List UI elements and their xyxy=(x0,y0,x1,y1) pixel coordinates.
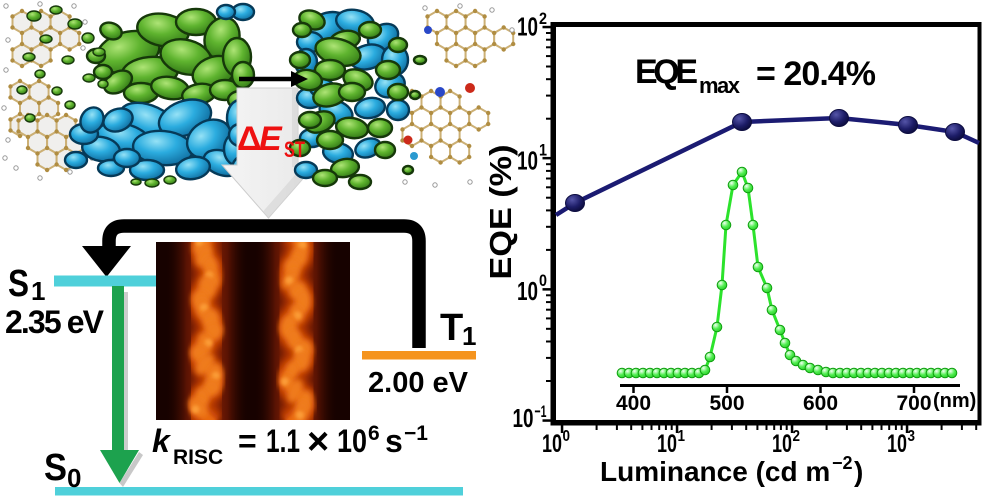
svg-text:): ) xyxy=(854,456,863,487)
svg-text:E: E xyxy=(259,120,283,158)
svg-text:Δ: Δ xyxy=(237,120,261,158)
svg-text:(nm): (nm) xyxy=(933,390,976,412)
svg-text:= 20.4%: = 20.4% xyxy=(756,55,876,93)
svg-text:−1: −1 xyxy=(404,422,428,445)
svg-text:10: 10 xyxy=(772,430,792,458)
svg-text:400: 400 xyxy=(616,392,651,415)
svg-text:600: 600 xyxy=(803,392,838,415)
svg-text:×: × xyxy=(307,421,329,463)
svg-text:max: max xyxy=(699,73,741,98)
svg-text:700: 700 xyxy=(896,392,931,415)
svg-text:10: 10 xyxy=(657,430,677,458)
svg-text:−2: −2 xyxy=(832,453,853,473)
svg-text:EQE (%): EQE (%) xyxy=(483,145,518,280)
svg-text:10: 10 xyxy=(517,12,538,42)
svg-text:10: 10 xyxy=(517,146,538,176)
svg-text:10: 10 xyxy=(337,423,367,459)
svg-text:2.00 eV: 2.00 eV xyxy=(368,367,469,399)
svg-text:10: 10 xyxy=(542,430,562,458)
svg-text:1: 1 xyxy=(31,276,45,306)
svg-text:0: 0 xyxy=(539,271,547,290)
svg-text:Luminance (cd m: Luminance (cd m xyxy=(600,456,830,487)
svg-text:1: 1 xyxy=(678,428,686,445)
svg-text:=: = xyxy=(238,423,257,459)
svg-text:T: T xyxy=(440,307,463,349)
svg-text:k: k xyxy=(152,423,172,459)
svg-text:3: 3 xyxy=(908,428,916,445)
svg-text:6: 6 xyxy=(368,422,380,445)
svg-text:10: 10 xyxy=(517,276,538,306)
svg-text:1: 1 xyxy=(462,321,476,351)
svg-text:S: S xyxy=(8,263,29,305)
svg-text:2: 2 xyxy=(793,428,801,445)
svg-text:1: 1 xyxy=(539,141,547,160)
svg-text:ST: ST xyxy=(284,137,305,162)
svg-text:s: s xyxy=(385,423,403,459)
svg-text:EQE: EQE xyxy=(635,53,698,91)
svg-text:0: 0 xyxy=(563,428,571,445)
svg-text:−1: −1 xyxy=(535,402,547,421)
svg-text:10: 10 xyxy=(513,403,534,433)
svg-text:0: 0 xyxy=(67,463,81,493)
svg-text:1.1: 1.1 xyxy=(266,423,300,459)
svg-text:2: 2 xyxy=(539,9,547,28)
svg-text:S: S xyxy=(44,447,67,489)
svg-text:10: 10 xyxy=(887,430,907,458)
svg-text:500: 500 xyxy=(709,392,744,415)
svg-text:RISC: RISC xyxy=(173,446,223,469)
svg-text:2.35 eV: 2.35 eV xyxy=(5,304,105,340)
